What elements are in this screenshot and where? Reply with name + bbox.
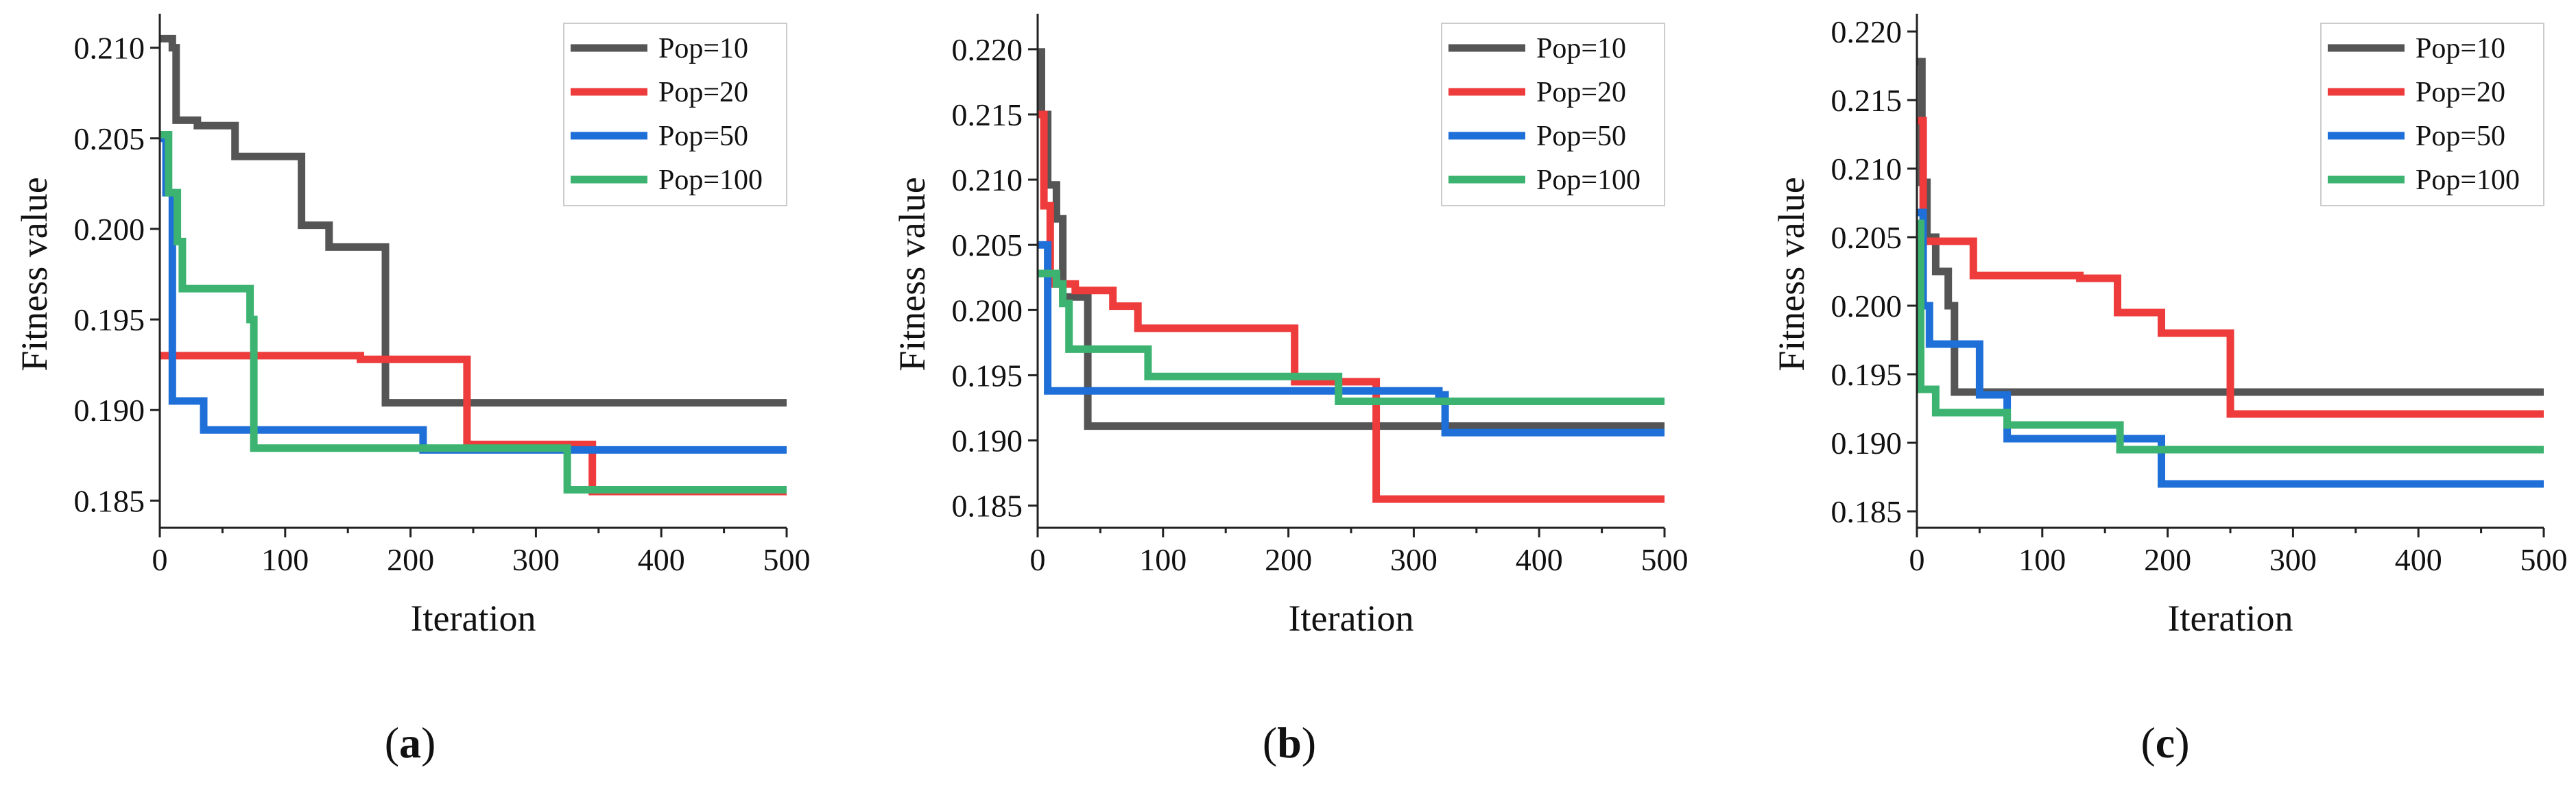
y-tick-label: 0.220	[1831, 14, 1903, 49]
panel-label-paren: )	[2175, 718, 2189, 767]
panel-label: (a)	[385, 718, 436, 767]
x-tick-label: 300	[512, 542, 560, 577]
chart-panel-a: 0 100 200 300 400 500 0.185 0.190 0.195 0.200 0.20…	[14, 14, 811, 767]
y-tick-label: 0.210	[74, 31, 145, 66]
legend-label: Pop=100	[658, 165, 763, 196]
y-tick-label: 0.210	[952, 162, 1023, 197]
x-tick-label: 400	[2395, 542, 2442, 577]
y-tick-label: 0.205	[1831, 220, 1903, 255]
x-tick-label: 500	[1641, 542, 1689, 577]
x-tick-label: 100	[2018, 542, 2066, 577]
x-tick-label: 200	[1265, 542, 1312, 577]
legend-box	[1441, 23, 1665, 206]
y-tick-label: 0.215	[1831, 83, 1903, 118]
x-tick-label: 0	[1030, 542, 1046, 577]
legend-label: Pop=50	[2416, 121, 2505, 152]
series-group	[160, 34, 787, 496]
series-line-pop-50	[1038, 241, 1665, 437]
y-tick-label: 0.190	[74, 393, 145, 428]
x-tick-label: 400	[1516, 542, 1563, 577]
panel-label-letter: a	[399, 718, 421, 767]
y-tick-label: 0.195	[74, 302, 145, 337]
series-group	[1038, 48, 1665, 503]
y-tick-label: 0.215	[952, 97, 1023, 132]
y-tick-label: 0.190	[952, 424, 1023, 459]
panel-label: (b)	[1263, 718, 1316, 767]
series-line-pop-100	[160, 131, 787, 494]
x-axis-title: Iteration	[1289, 598, 1414, 639]
panel-label-paren: (	[385, 718, 399, 767]
panel-label-paren: )	[1302, 718, 1316, 767]
series-line-pop-10	[160, 34, 787, 407]
legend-label: Pop=50	[658, 121, 748, 152]
x-tick-label: 0	[1909, 542, 1925, 577]
x-tick-label: 200	[387, 542, 434, 577]
series-line-pop-100	[1917, 219, 2544, 454]
y-axis-title: Fitness value	[1771, 177, 1812, 371]
x-tick-label: 100	[1139, 542, 1186, 577]
legend-label: Pop=10	[2416, 33, 2505, 64]
panel-label: (c)	[2140, 718, 2189, 767]
x-tick-label: 0	[152, 542, 168, 577]
legend-label: Pop=100	[2416, 165, 2520, 196]
x-tick-label: 100	[261, 542, 309, 577]
x-tick-label: 300	[2269, 542, 2317, 577]
series-line-pop-10	[1038, 48, 1665, 430]
legend-label: Pop=20	[1536, 77, 1626, 108]
x-axis-title: Iteration	[411, 598, 536, 639]
y-tick-label: 0.190	[1831, 426, 1903, 461]
series-line-pop-20	[1917, 117, 2544, 418]
chart-panel-b: 0 100 200 300 400 500 0.185 0.190 0.195 0.200 0.20…	[892, 14, 1689, 767]
y-tick-label: 0.195	[952, 358, 1023, 393]
y-tick-label: 0.185	[1831, 494, 1903, 529]
legend-label: Pop=100	[1536, 165, 1641, 196]
x-tick-label: 200	[2144, 542, 2191, 577]
y-tick-label: 0.200	[74, 212, 145, 247]
y-tick-label: 0.185	[952, 489, 1023, 524]
x-tick-label: 300	[1390, 542, 1438, 577]
y-tick-label: 0.200	[1831, 289, 1903, 324]
legend-label: Pop=10	[658, 33, 748, 64]
y-tick-label: 0.205	[74, 121, 145, 156]
legend-label: Pop=50	[1536, 121, 1626, 152]
legend-label: Pop=20	[658, 77, 748, 108]
panel-label-letter: b	[1277, 718, 1302, 767]
legend-label: Pop=10	[1536, 33, 1626, 64]
y-tick-label: 0.210	[1831, 151, 1903, 186]
series-group	[1917, 58, 2544, 488]
panel-label-paren: (	[1263, 718, 1277, 767]
y-axis-title: Fitness value	[892, 177, 933, 371]
y-axis-title: Fitness value	[14, 177, 55, 371]
panel-label-letter: c	[2156, 718, 2175, 767]
chart-panel-c: 0 100 200 300 400 500 0.185 0.190 0.195 0.200 0.20…	[1771, 14, 2568, 767]
y-tick-label: 0.185	[74, 483, 145, 518]
x-tick-label: 500	[2520, 542, 2568, 577]
series-line-pop-20	[160, 352, 787, 496]
panel-label-paren: (	[2140, 718, 2155, 767]
legend-label: Pop=20	[2416, 77, 2505, 108]
y-tick-label: 0.200	[952, 293, 1023, 328]
y-tick-label: 0.195	[1831, 357, 1903, 392]
y-tick-label: 0.205	[952, 228, 1023, 263]
x-tick-label: 400	[638, 542, 685, 577]
legend-box	[2320, 23, 2544, 206]
legend-box	[563, 23, 787, 206]
panel-label-paren: )	[421, 718, 436, 767]
x-tick-label: 500	[763, 542, 811, 577]
x-axis-title: Iteration	[2168, 598, 2293, 639]
series-line-pop-100	[1038, 269, 1665, 405]
y-tick-label: 0.220	[952, 32, 1023, 67]
